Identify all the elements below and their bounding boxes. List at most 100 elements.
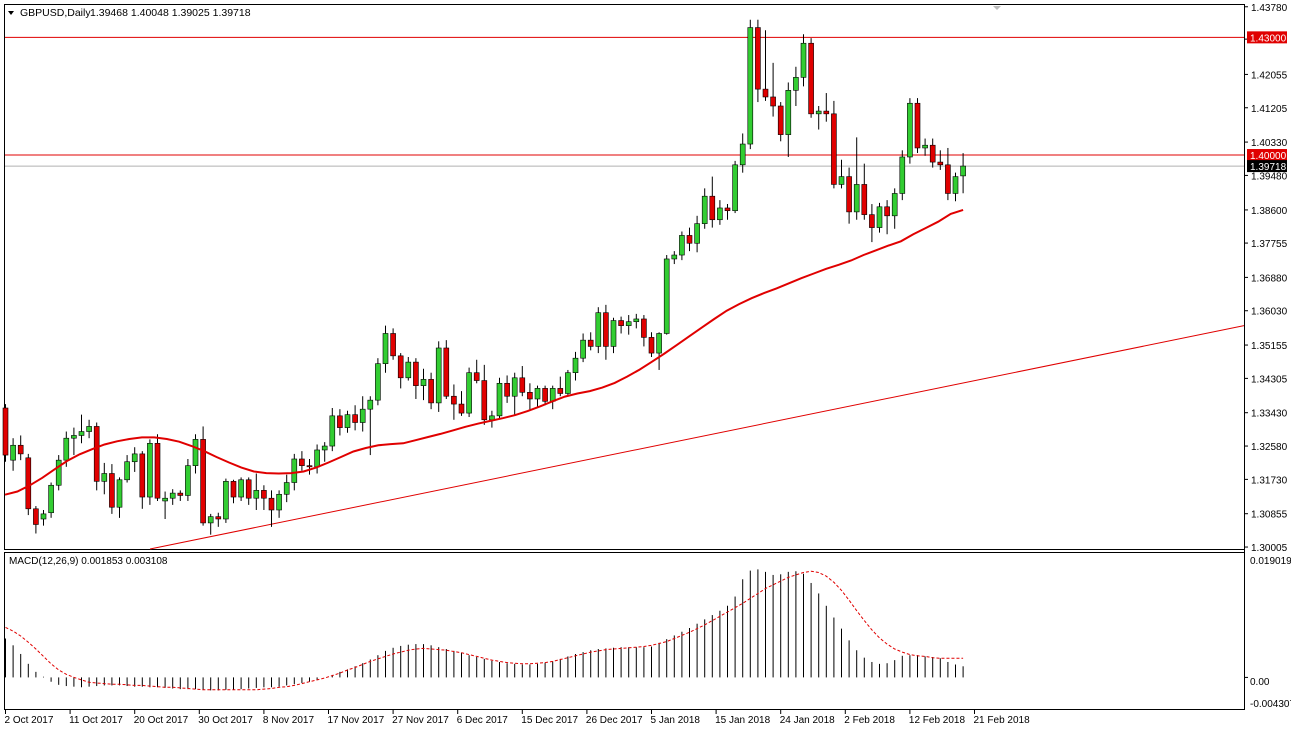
candle-body-down (686, 235, 693, 244)
candle (185, 458, 191, 501)
candle (641, 315, 647, 347)
candle-body-up (78, 431, 85, 436)
current-price-tag-text: 1.39718 (1250, 162, 1287, 173)
candle (169, 489, 176, 505)
candle (162, 491, 168, 519)
ohlc-values: 1.39468 1.40048 1.39025 1.39718 (90, 7, 251, 19)
candle-body-down (215, 516, 222, 520)
candle-body-up (717, 207, 723, 221)
candle-body-up (899, 156, 906, 194)
candle (420, 368, 427, 401)
candle (238, 477, 244, 501)
candle-body-up (747, 27, 754, 145)
candle (542, 385, 548, 406)
candle (960, 153, 966, 194)
candle (101, 462, 108, 495)
candle (86, 419, 92, 439)
candle-body-down (451, 395, 457, 405)
candle-body-up (549, 388, 556, 402)
candle (124, 455, 130, 483)
candle (230, 479, 237, 504)
candle-body-up (838, 176, 845, 185)
price-axis-label: 1.40330 (1251, 138, 1288, 149)
candle (17, 435, 24, 461)
candle-body-down (200, 439, 206, 524)
candle-body-down (755, 27, 761, 90)
price-axis-label: 1.31730 (1251, 475, 1288, 486)
candle-body-up (671, 254, 678, 260)
macd-axis-top: 0.019019 (1250, 556, 1291, 567)
candle-body-up (405, 361, 412, 379)
candle (861, 163, 868, 220)
candle-body-up (223, 481, 229, 520)
candle-body-up (314, 449, 320, 468)
candle-body-up (565, 372, 571, 394)
candle (565, 369, 571, 397)
candle (511, 372, 518, 416)
time-axis-label: 21 Feb 2018 (974, 715, 1031, 726)
price-axis-label: 1.30855 (1251, 510, 1288, 521)
candle (732, 160, 738, 214)
time-axis-labels: 2 Oct 2017 11 Oct 2017 20 Oct 2017 30 Oct 2… (5, 710, 1031, 726)
candle (701, 188, 708, 229)
price-axis-label: 1.33430 (1251, 409, 1288, 420)
candle (785, 82, 792, 157)
candle-body-down (504, 382, 510, 397)
candles-layer (2, 19, 966, 535)
candle-body-down (929, 144, 936, 163)
candle (937, 150, 944, 170)
candle (245, 477, 252, 505)
candle-body-up (131, 453, 138, 463)
shift-marker-icon[interactable] (993, 6, 1001, 10)
candle-body-down (831, 113, 837, 185)
candle (846, 167, 852, 224)
candle (139, 451, 146, 509)
level-price-tag (1247, 149, 1287, 162)
candle (397, 353, 404, 389)
candle-body-down (428, 379, 434, 404)
moving-average-line[interactable] (4, 208, 964, 496)
candle-body-up (344, 414, 351, 428)
candle-body-up (922, 144, 928, 149)
candle-body-down (481, 380, 488, 421)
candle (800, 34, 807, 87)
menu-triangle-icon[interactable] (8, 11, 14, 15)
time-axis-label: 17 Nov 2017 (328, 715, 385, 726)
candle (344, 410, 351, 433)
candle (656, 332, 662, 370)
candle (610, 317, 617, 354)
candle (443, 340, 450, 399)
candle (329, 407, 336, 452)
candle (891, 188, 898, 229)
candle-body-up (169, 492, 176, 499)
candle-body-up (124, 461, 130, 481)
candle (55, 455, 62, 491)
candle-body-up (891, 193, 898, 217)
candle (428, 372, 434, 410)
candle (200, 426, 206, 526)
candle-body-down (542, 388, 548, 402)
time-axis-label: 2 Feb 2018 (844, 715, 895, 726)
candle (207, 513, 214, 535)
price-axis-label: 1.42055 (1251, 70, 1288, 81)
candle-body-down (245, 479, 252, 499)
candle-body-down (230, 481, 237, 498)
candle-body-down (443, 347, 450, 397)
candle-body-up (572, 357, 579, 374)
candle-body-up (625, 321, 632, 326)
trendline[interactable] (149, 325, 1245, 550)
candle (40, 509, 47, 526)
price-axis-label: 1.41205 (1251, 104, 1288, 115)
candle-body-up (382, 333, 389, 364)
candle-body-up (435, 347, 442, 404)
candle-body-up (952, 176, 959, 194)
candle (71, 427, 77, 456)
moving-average-layer (4, 208, 964, 496)
candle (572, 351, 579, 381)
price-axis-label: 1.35155 (1251, 341, 1288, 352)
candle-body-down (261, 490, 267, 499)
candle-body-up (785, 90, 792, 135)
candle-body-down (352, 414, 358, 423)
